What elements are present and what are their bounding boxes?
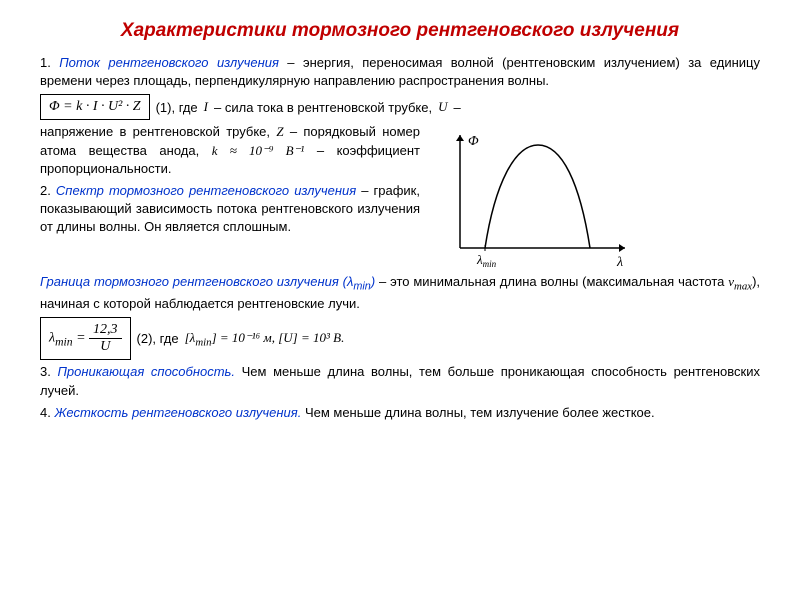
p2-term: Спектр тормозного рентгеновского излучен… <box>56 183 356 198</box>
paragraph-2b: Граница тормозного рентгеновского излуче… <box>40 273 760 313</box>
f2-label: (2), где <box>137 331 179 346</box>
f1-Utext: – <box>454 100 461 115</box>
p2b-nu: νmax <box>728 274 752 289</box>
formula-2: λmin = 12,3 U <box>40 317 131 360</box>
p1b-k: k ≈ 10⁻⁹ В⁻¹ <box>212 143 305 158</box>
slide-title: Характеристики тормозного рентгеновского… <box>40 20 760 42</box>
svg-text:λmin: λmin <box>476 252 497 269</box>
p4-term: Жесткость рентгеновского излучения. <box>54 405 301 420</box>
formula-1-row: Φ = k · I · U² · Z (1), где I – сила ток… <box>40 94 760 120</box>
p2-number: 2. <box>40 183 56 198</box>
svg-text:λ: λ <box>616 255 623 270</box>
f1-U: U <box>438 99 447 115</box>
spectrum-svg: Φλ λmin <box>430 123 640 273</box>
p2b-term: Граница тормозного рентгеновского излуче… <box>40 274 375 289</box>
paragraph-1: 1. Поток рентгеновского излучения – энер… <box>40 54 760 90</box>
p4-number: 4. <box>40 405 54 420</box>
p4-rest: Чем меньше длина волны, тем излучение бо… <box>301 405 654 420</box>
f1-label: (1), где <box>156 100 198 115</box>
slide-container: Характеристики тормозного рентгеновского… <box>0 0 800 446</box>
f1-I: I <box>204 99 208 115</box>
f1-Itext: – сила тока в рентгеновской трубке, <box>214 100 432 115</box>
p3-number: 3. <box>40 364 57 379</box>
p1-number: 1. <box>40 55 59 70</box>
p1b-t1: напряжение в рентгеновской трубке, <box>40 124 276 139</box>
f2-unit: [λmin] = 10⁻¹⁶ м, [U] = 10³ В. <box>185 330 345 349</box>
formula-1: Φ = k · I · U² · Z <box>40 94 150 120</box>
paragraph-1b: напряжение в рентгеновской трубке, Z – п… <box>40 123 420 178</box>
spectrum-chart: Φλ λmin <box>430 123 640 273</box>
paragraph-4: 4. Жесткость рентгеновского излучения. Ч… <box>40 404 760 422</box>
p3-term: Проникающая способность. <box>57 364 235 379</box>
left-column: напряжение в рентгеновской трубке, Z – п… <box>40 123 420 240</box>
p1b-Z: Z <box>276 124 283 139</box>
paragraph-3: 3. Проникающая способность. Чем меньше д… <box>40 363 760 399</box>
row-with-chart: напряжение в рентгеновской трубке, Z – п… <box>40 123 760 273</box>
p1-term: Поток рентгеновского излучения <box>59 55 279 70</box>
paragraph-2: 2. Спектр тормозного рентгеновского излу… <box>40 182 420 237</box>
svg-text:Φ: Φ <box>468 134 479 149</box>
formula-2-row: λmin = 12,3 U (2), где [λmin] = 10⁻¹⁶ м,… <box>40 317 760 360</box>
p2b-rest1: – это минимальная длина волны (максималь… <box>375 274 728 289</box>
